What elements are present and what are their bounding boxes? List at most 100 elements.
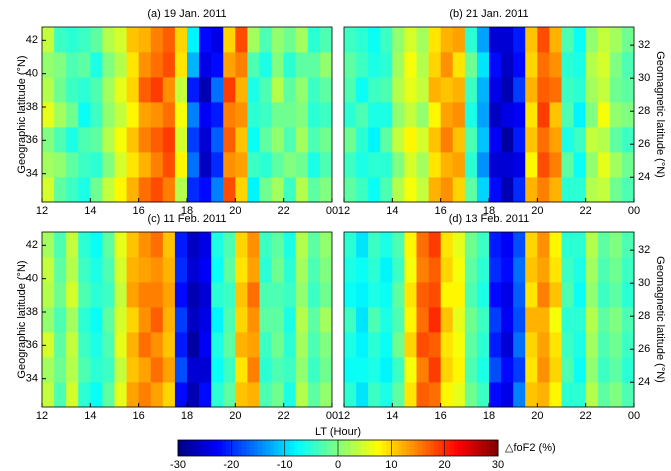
heatmap-cell bbox=[501, 232, 514, 258]
heatmap-cell bbox=[187, 307, 200, 333]
heatmap-cell bbox=[42, 332, 55, 358]
colorbar-swatch bbox=[202, 440, 207, 456]
colorbar-swatch bbox=[434, 440, 439, 456]
heatmap-cell bbox=[513, 382, 526, 408]
y-tick-label: 38 bbox=[26, 101, 38, 113]
colorbar-swatch bbox=[366, 440, 371, 456]
heatmap-cell bbox=[307, 27, 321, 53]
heatmap-cell bbox=[489, 232, 502, 258]
heatmap-cell bbox=[416, 382, 429, 408]
heatmap-cell bbox=[259, 232, 272, 258]
heatmap-cell bbox=[319, 307, 333, 333]
heatmap-cell bbox=[235, 307, 248, 333]
heatmap-cell bbox=[162, 52, 176, 78]
heatmap-cell bbox=[54, 177, 67, 203]
heatmap-cell bbox=[501, 127, 514, 153]
heatmap-cell bbox=[223, 282, 236, 308]
heatmap-cell bbox=[428, 102, 442, 128]
colorbar-swatch bbox=[246, 440, 251, 456]
heatmap-cell bbox=[537, 332, 550, 358]
heatmap-cell bbox=[199, 52, 212, 78]
x-tick-label: 14 bbox=[84, 205, 96, 217]
heatmap-cell bbox=[66, 282, 79, 308]
heatmap-cell bbox=[464, 257, 478, 283]
colorbar-swatch bbox=[266, 440, 271, 456]
heatmap-cell bbox=[464, 127, 478, 153]
heatmap-cell bbox=[42, 177, 55, 203]
y-tick-label: 36 bbox=[26, 339, 38, 351]
heatmap-cell bbox=[368, 232, 381, 258]
heatmap-cell bbox=[319, 102, 333, 128]
heatmap-cell bbox=[235, 282, 248, 308]
heatmap-cell bbox=[223, 27, 236, 53]
heatmap-cell bbox=[428, 127, 442, 153]
heatmap-cell bbox=[621, 282, 635, 308]
heatmap-cell bbox=[621, 102, 635, 128]
heatmap-cell bbox=[476, 307, 490, 333]
heatmap-cell bbox=[126, 332, 140, 358]
heatmap-cell bbox=[621, 357, 635, 383]
heatmap-cell bbox=[283, 77, 297, 103]
heatmap-cell bbox=[114, 102, 127, 128]
heatmap-cell bbox=[585, 177, 599, 203]
heatmap-cell bbox=[187, 177, 200, 203]
heatmap-cell bbox=[307, 357, 321, 383]
heatmap-cell bbox=[162, 177, 176, 203]
heatmap-cell bbox=[211, 232, 224, 258]
heatmap-cell bbox=[78, 127, 91, 153]
heatmap-cell bbox=[585, 232, 599, 258]
heatmap-cell bbox=[78, 307, 91, 333]
heatmap-cell bbox=[344, 382, 357, 408]
heatmap-cell bbox=[416, 357, 429, 383]
heatmap-cell bbox=[138, 357, 152, 383]
heatmap-cell bbox=[549, 127, 562, 153]
heatmap-cell bbox=[90, 177, 103, 203]
heatmap-cell bbox=[307, 257, 321, 283]
heatmap-cell bbox=[356, 332, 369, 358]
heatmap-cell bbox=[380, 332, 393, 358]
heatmap-cell bbox=[295, 257, 309, 283]
heatmap-cell bbox=[585, 127, 599, 153]
colorbar-swatch bbox=[178, 440, 183, 456]
colorbar-swatch bbox=[282, 440, 287, 456]
heatmap-cell bbox=[525, 332, 538, 358]
colorbar-swatch bbox=[334, 440, 339, 456]
heatmap-cell bbox=[609, 177, 623, 203]
heatmap-cell bbox=[150, 152, 164, 178]
heatmap-cell bbox=[223, 357, 236, 383]
heatmap-cell bbox=[174, 382, 188, 408]
heatmap-cell bbox=[66, 332, 79, 358]
heatmap-cell bbox=[597, 357, 611, 383]
heatmap-cell bbox=[380, 177, 393, 203]
heatmap-cell bbox=[90, 382, 103, 408]
heatmap-cell bbox=[356, 27, 369, 53]
heatmap-cell bbox=[162, 382, 176, 408]
heatmap-cell bbox=[199, 127, 212, 153]
heatmap-cell bbox=[114, 52, 127, 78]
x-tick-label: 00 bbox=[628, 410, 640, 422]
heatmap-cell bbox=[464, 382, 478, 408]
heatmap-cell bbox=[476, 127, 490, 153]
heatmap-cell bbox=[199, 232, 212, 258]
heatmap-cell bbox=[380, 257, 393, 283]
heatmap-cell bbox=[259, 77, 272, 103]
colorbar-swatch bbox=[290, 440, 295, 456]
heatmap-cell bbox=[199, 257, 212, 283]
heatmap-cell bbox=[54, 282, 67, 308]
heatmap-cell bbox=[138, 77, 152, 103]
heatmap-cell bbox=[368, 27, 381, 53]
heatmap-cell bbox=[428, 257, 442, 283]
heatmap-cell bbox=[295, 282, 309, 308]
heatmap-cell bbox=[150, 357, 164, 383]
heatmap-cell bbox=[428, 282, 442, 308]
heatmap-cell bbox=[428, 152, 442, 178]
heatmap-cell bbox=[319, 177, 333, 203]
heatmap-cell bbox=[235, 27, 248, 53]
heatmap-cell bbox=[90, 357, 103, 383]
heatmap-cell bbox=[501, 27, 514, 53]
y2-tick-label: 26 bbox=[638, 343, 650, 355]
heatmap-cell bbox=[416, 152, 429, 178]
heatmap-cell bbox=[102, 102, 115, 128]
heatmap-cell bbox=[428, 307, 442, 333]
heatmap-cell bbox=[138, 382, 152, 408]
